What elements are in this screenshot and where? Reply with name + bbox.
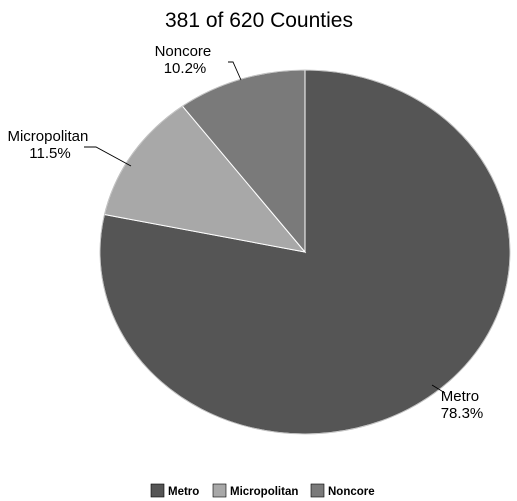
slice-label-metro: Metro 78.3% [441,388,484,422]
leader-line-metro [431,384,446,394]
chart-title: 381 of 620 Counties [165,9,353,32]
pie-slices [99,69,511,435]
legend-swatch-micropolitan [212,483,227,498]
slice-name-metro: Metro [441,388,479,405]
legend-swatch-metro [150,483,165,498]
legend-swatch-noncore [310,483,325,498]
slice-pct-noncore: 10.2% [164,60,207,77]
slice-name-noncore: Noncore [155,43,212,60]
leader-lines [84,61,446,394]
slice-pct-metro: 78.3% [441,405,484,422]
legend: Metro Micropolitan Noncore [150,483,375,498]
pie-outline [99,69,511,435]
slice-name-micropolitan: Micropolitan [7,128,88,145]
legend-label-micropolitan: Micropolitan [230,486,298,498]
legend-label-noncore: Noncore [328,486,375,498]
slice-label-noncore: Noncore 10.2% [155,43,216,77]
slice-pct-micropolitan: 11.5% [29,145,70,162]
slice-label-micropolitan: Micropolitan 11.5% [7,128,92,162]
legend-label-metro: Metro [168,486,199,498]
leader-line-noncore [228,61,242,81]
leader-line-micropolitan [84,146,132,167]
